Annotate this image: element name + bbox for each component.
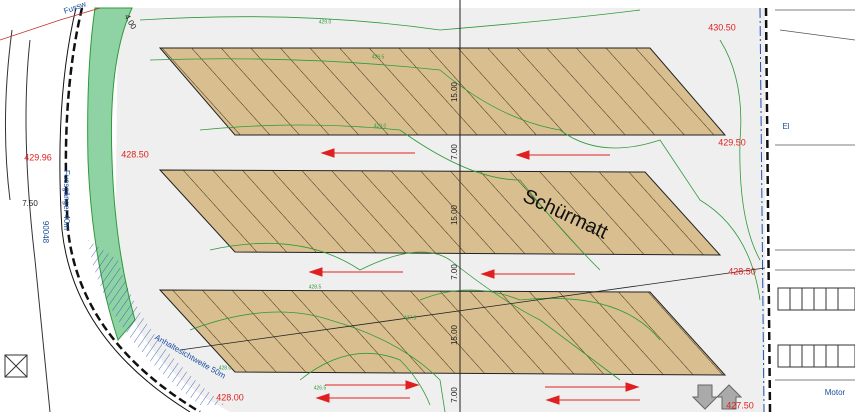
parking-field xyxy=(158,169,722,256)
contour-label: 429.0 xyxy=(319,19,332,25)
note-label: El xyxy=(782,122,789,131)
dimension-label: 7.00 xyxy=(450,387,459,403)
road-edge xyxy=(64,7,201,412)
symbol xyxy=(4,354,28,378)
dimension-label: 7.00 xyxy=(450,264,459,280)
road-edge xyxy=(59,7,191,412)
parking-field xyxy=(158,47,727,136)
contour-label: 429.0 xyxy=(374,123,387,129)
elevation-label: 430.50 xyxy=(708,22,736,32)
exit-arrow xyxy=(715,384,743,410)
note-label: Fussgänger 40m xyxy=(62,170,71,230)
dimension-label: 15.00 xyxy=(450,204,459,225)
dimension-label: 15.00 xyxy=(450,81,459,102)
direction-arrow xyxy=(308,148,640,405)
parking-row xyxy=(777,287,855,368)
dimension-label: 15.00 xyxy=(450,324,459,345)
contour-label: 428.0 xyxy=(219,365,232,371)
sight-area xyxy=(88,240,225,405)
note-label: Motor xyxy=(825,388,846,397)
contour-label: 426.5 xyxy=(314,385,327,391)
dimension-label: 7.50 xyxy=(22,199,38,208)
note-label: 90048 xyxy=(41,221,50,244)
contour-label: 428.5 xyxy=(309,284,322,290)
elevation-label: 427.50 xyxy=(726,400,754,410)
road-line xyxy=(4,29,51,412)
elevation-label: 428.50 xyxy=(728,266,756,276)
contour-label: 429.5 xyxy=(372,54,385,60)
sight-line xyxy=(179,267,766,351)
symbol xyxy=(4,354,28,378)
contour xyxy=(139,9,761,412)
pipe-line xyxy=(0,7,101,41)
elevation-label: 428.00 xyxy=(216,392,244,402)
boundary xyxy=(759,7,765,412)
contour-label: 427.5 xyxy=(404,315,417,321)
road-edge xyxy=(764,7,772,412)
elevation-label: 429.50 xyxy=(718,137,746,147)
elevation-label: 429.96 xyxy=(24,152,52,162)
dimension-label: 7.00 xyxy=(450,144,459,160)
building-line xyxy=(775,9,855,381)
elevation-label: 428.50 xyxy=(121,149,149,159)
entry-arrow xyxy=(691,384,719,410)
parking-field xyxy=(158,289,727,376)
